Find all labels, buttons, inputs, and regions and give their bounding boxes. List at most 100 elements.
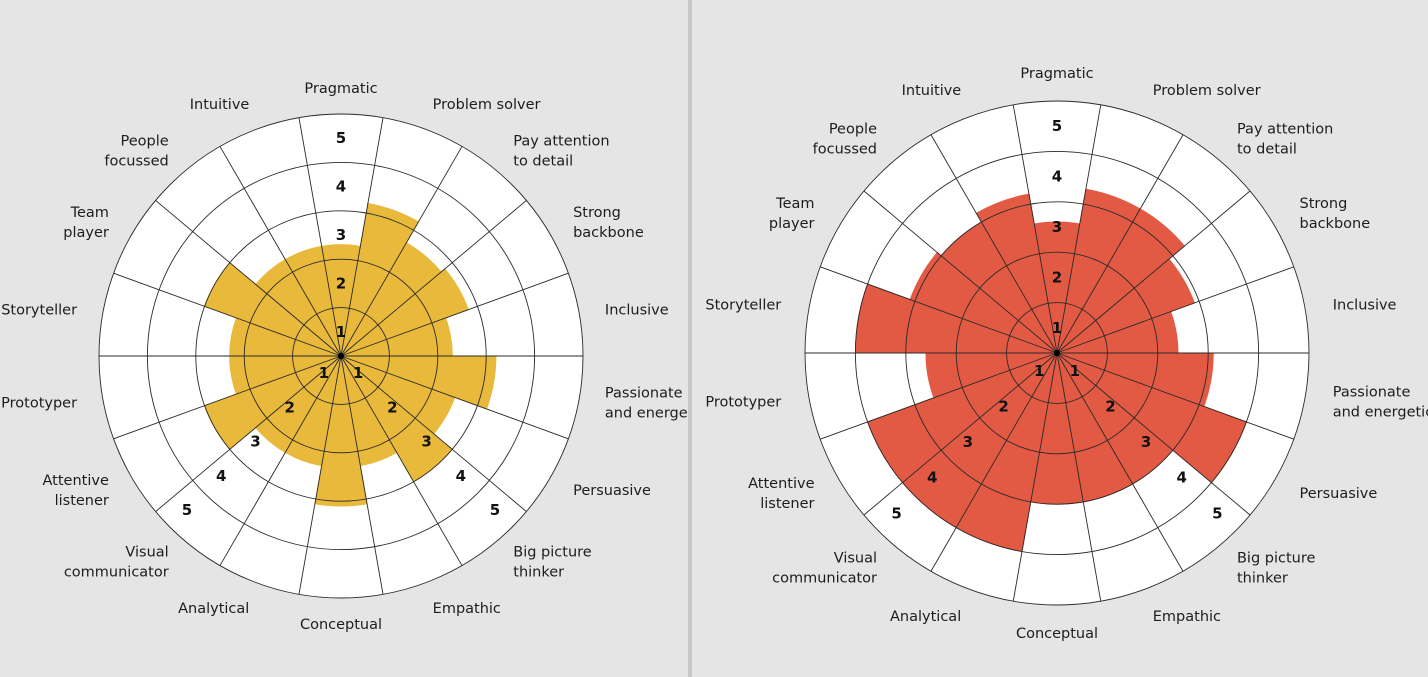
category-label-line: player [769,216,815,232]
spoke-2 [340,117,384,357]
category-label-line: Attentive [748,476,814,492]
ring-label-top-5: 5 [336,129,346,147]
spoke-12 [930,352,1058,572]
ring-label-top-4: 4 [336,178,346,196]
category-label-visual-communicator: Visual communicator [772,550,877,586]
ring-label-lower-left-2: 2 [998,397,1008,415]
category-label-analytical: Analytical [890,609,961,625]
category-label-line: communicator [64,564,169,580]
category-label-strong-backbone: Strong backbone [1299,196,1370,232]
category-label-line: Team [775,196,814,212]
spoke-16 [820,266,1058,354]
ring-label-lower-left-1: 1 [1034,362,1044,380]
spoke-4 [1056,190,1251,354]
spoke-1 [1012,104,1058,354]
category-label-line: Visual [125,544,168,560]
category-label-line: thinker [513,564,564,580]
category-label-empathic: Empathic [1153,609,1221,625]
category-label-line: Big picture [513,544,592,560]
ring-label-top-3: 3 [1052,218,1062,236]
chart-panel-right: 1 2 3 4 5 1 2 3 4 5 1 2 3 4 5 Pragmatic Problem solver Pa… [692,0,1428,677]
ring-label-lower-right-3: 3 [1141,433,1151,451]
spoke-9 [1056,352,1184,572]
category-label-line: Strong [573,205,621,221]
ring-label-top-3: 3 [336,226,346,244]
category-label-persuasive: Persuasive [1299,486,1377,502]
category-label-inclusive: Inclusive [605,302,669,318]
center-dot [338,353,344,359]
category-label-line: to detail [1237,142,1297,158]
category-label-line: Strong [1299,196,1347,212]
spoke-4 [340,200,527,357]
spoke-7 [340,355,569,440]
category-label-big-picture-thinker: Big picture thinker [513,544,592,580]
spoke-11 [298,355,342,595]
category-label-line: Problem solver [433,97,541,113]
category-label-line: Pragmatic [1020,66,1093,82]
category-label-line: thinker [1237,570,1288,586]
category-label-problem-solver: Problem solver [433,97,541,113]
spoke-16 [113,272,342,357]
category-label-line: Persuasive [1299,486,1377,502]
category-label-line: listener [55,493,109,509]
ring-label-lower-right-2: 2 [1105,397,1115,415]
category-label-line: Problem solver [1153,83,1261,99]
category-label-line: backbone [1299,216,1370,232]
category-label-attentive-listener: Attentive listener [43,473,109,509]
ring-label-lower-right-3: 3 [421,433,431,451]
category-label-pragmatic: Pragmatic [304,81,377,97]
category-label-line: Passionate [605,386,683,402]
category-label-intuitive: Intuitive [902,83,962,99]
ring-label-lower-right-4: 4 [456,467,466,485]
category-label-line: Pay attention [1237,122,1333,138]
category-label-attentive-listener: Attentive listener [748,476,814,512]
ring-label-lower-right-1: 1 [1070,362,1080,380]
spoke-11 [1012,352,1058,602]
spoke-1 [298,117,342,357]
spoke-7 [1056,352,1294,440]
category-label-line: Conceptual [300,617,382,633]
category-label-passionate-and-energetic: Passionate and energetic [605,386,705,422]
category-label-line: Prototyper [1,396,77,412]
ring-label-lower-left-5: 5 [891,504,901,522]
ring-label-lower-left-2: 2 [284,398,294,416]
ring-label-lower-right-1: 1 [353,364,363,382]
category-label-prototyper: Prototyper [1,396,77,412]
category-label-storyteller: Storyteller [1,302,77,318]
spoke-10 [340,355,384,595]
category-label-line: People [121,134,169,150]
spoke-3 [1056,134,1184,354]
spoke-2 [1056,104,1102,354]
category-label-line: focussed [813,142,877,158]
category-label-line: listener [760,496,814,512]
category-label-persuasive: Persuasive [573,483,651,499]
ring-label-lower-left-1: 1 [319,364,329,382]
ring-label-lower-left-3: 3 [250,433,260,451]
category-label-line: backbone [573,225,644,241]
category-label-problem-solver: Problem solver [1153,83,1261,99]
category-label-line: Persuasive [573,483,651,499]
category-label-line: People [829,122,877,138]
chart-panel-left: 1 2 3 4 5 1 2 3 4 5 1 2 3 4 5 Pragmatic Problem solver Pa… [0,0,705,677]
category-label-passionate-and-energetic: Passionate and energetic [1333,385,1428,421]
category-label-empathic: Empathic [433,601,501,617]
category-label-line: Intuitive [190,97,250,113]
category-label-storyteller: Storyteller [705,297,781,313]
category-label-pay-attention-to-detail: Pay attention to detail [513,134,609,170]
ring-label-lower-left-5: 5 [182,501,192,519]
ring-label-lower-right-5: 5 [1212,504,1222,522]
category-label-line: Visual [834,550,877,566]
spoke-18 [930,134,1058,354]
spoke-13 [863,352,1058,516]
ring-label-top-2: 2 [1052,268,1062,286]
category-label-conceptual: Conceptual [300,617,382,633]
ring-label-top-1: 1 [336,323,346,341]
category-label-visual-communicator: Visual communicator [64,544,169,580]
spoke-13 [155,355,342,512]
category-label-line: Analytical [178,601,249,617]
category-label-line: Passionate [1333,385,1411,401]
category-label-line: Storyteller [1,302,77,318]
category-label-line: and energetic [605,406,705,422]
ring-label-top-2: 2 [336,274,346,292]
category-label-line: Big picture [1237,550,1316,566]
